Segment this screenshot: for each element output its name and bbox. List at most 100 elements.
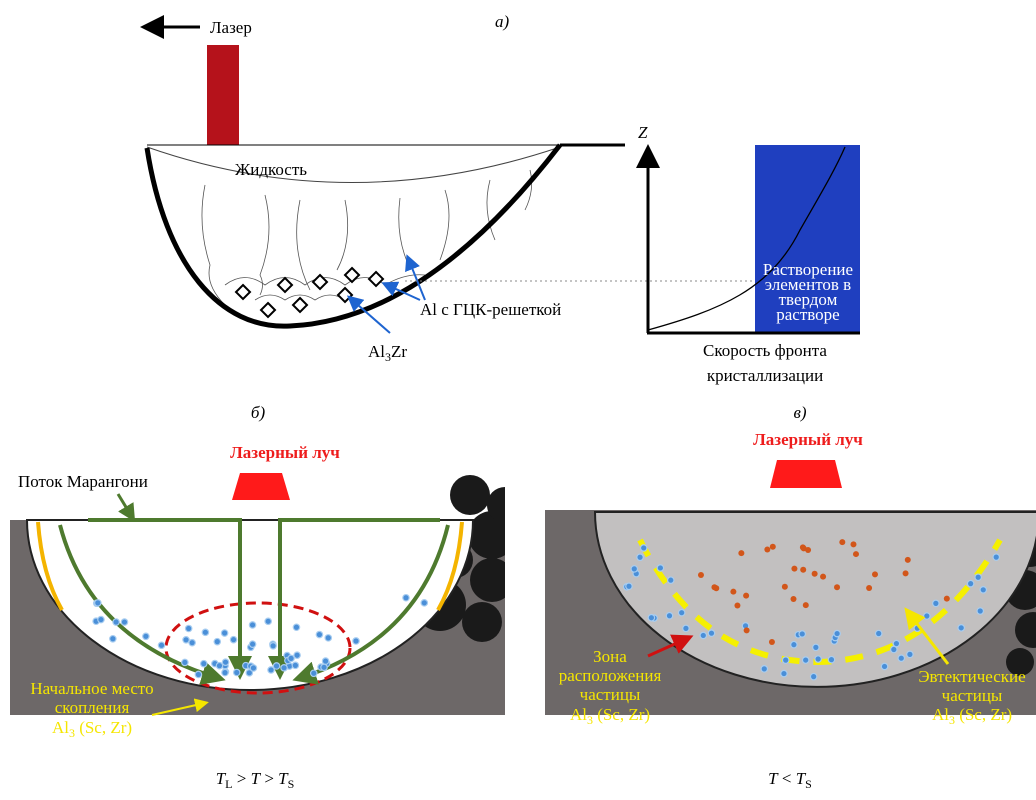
particle — [791, 641, 797, 647]
particle — [294, 652, 300, 658]
particle — [631, 566, 637, 572]
particle — [761, 666, 767, 672]
panel-label: в) — [793, 403, 806, 422]
eutectic-particle — [791, 566, 797, 572]
eutectic-particle — [866, 585, 872, 591]
particle — [813, 644, 819, 650]
particle — [881, 663, 887, 669]
powder-particle — [462, 602, 502, 642]
particle — [195, 671, 201, 677]
particle — [782, 657, 788, 663]
particle — [293, 624, 299, 630]
eutectic-particle — [769, 639, 775, 645]
eutectic-particle — [800, 567, 806, 573]
figure: Лазер а) Жидкость Al с ГЦК-решеткой Al3Z… — [0, 0, 1036, 800]
beam-label: Лазерный луч — [753, 430, 863, 449]
eutectic-particle — [698, 572, 704, 578]
formula-label: Al3 (Sc, Zr) — [52, 718, 132, 740]
particle — [222, 659, 228, 665]
particle — [316, 631, 322, 637]
panel-a: Лазер а) Жидкость Al с ГЦК-решеткой Al3Z… — [146, 12, 860, 385]
particle — [185, 625, 191, 631]
particle — [828, 656, 834, 662]
particle — [834, 630, 840, 636]
particle — [924, 613, 930, 619]
z-label: Z — [638, 123, 648, 142]
particle — [202, 629, 208, 635]
beam-label: Лазерный луч — [230, 443, 340, 462]
x-axis-label: Скорость фронтакристаллизации — [703, 341, 827, 385]
particle — [182, 659, 188, 665]
laser-label: Лазер — [210, 18, 252, 37]
fcc-al-label: Al с ГЦК-решеткой — [420, 300, 561, 319]
particle — [250, 665, 256, 671]
eutectic-particle — [744, 627, 750, 633]
particle — [891, 646, 897, 652]
pointer — [118, 494, 132, 517]
condition-label: TL > T > TS — [216, 769, 295, 791]
particle — [214, 638, 220, 644]
laser-beam — [207, 45, 239, 145]
particle — [265, 618, 271, 624]
particle — [907, 651, 913, 657]
eutectic-particle — [944, 596, 950, 602]
particle — [321, 664, 327, 670]
particle — [683, 625, 689, 631]
liquid-boundary — [147, 147, 560, 183]
particle — [249, 641, 255, 647]
dissolution-label: Растворениеэлементов втвердомрастворе — [763, 260, 853, 324]
particle — [700, 632, 706, 638]
particle — [270, 643, 276, 649]
condition-label: T < TS — [768, 769, 812, 791]
particle — [268, 667, 274, 673]
particle — [353, 638, 359, 644]
particle — [216, 662, 222, 668]
particle — [980, 587, 986, 593]
particle — [234, 669, 240, 675]
particle — [781, 670, 787, 676]
eutectic-particle — [782, 584, 788, 590]
grain-boundaries — [202, 170, 532, 305]
particle — [898, 655, 904, 661]
particle — [322, 658, 328, 664]
particle — [678, 609, 684, 615]
particle — [110, 636, 116, 642]
al3zr-label: Al3Zr — [368, 342, 407, 364]
particle — [183, 637, 189, 643]
liquid-label: Жидкость — [235, 160, 307, 179]
particle — [648, 615, 654, 621]
laser-head — [232, 473, 290, 500]
eutectic-particle — [713, 585, 719, 591]
particle — [802, 657, 808, 663]
particle — [288, 655, 294, 661]
particle — [249, 622, 255, 628]
eutectic-particle — [903, 570, 909, 576]
particle — [967, 580, 973, 586]
particle — [958, 625, 964, 631]
particle — [875, 630, 881, 636]
particle — [230, 636, 236, 642]
particle — [311, 670, 317, 676]
eutectic-particle — [803, 602, 809, 608]
eutectic-particle — [743, 593, 749, 599]
particle — [98, 616, 104, 622]
marangoni-label: Поток Марангони — [18, 472, 148, 491]
laser-head — [770, 460, 842, 488]
particle — [143, 633, 149, 639]
particle — [815, 656, 821, 662]
part-label: Изготовленная деталь — [176, 718, 335, 737]
particle — [222, 669, 228, 675]
part-label: Изготовленная деталь — [727, 715, 886, 734]
eutectic-particle — [853, 551, 859, 557]
particle — [292, 662, 298, 668]
particle — [657, 565, 663, 571]
eutectic-particle — [820, 574, 826, 580]
eutectic-particle — [872, 571, 878, 577]
particle — [421, 600, 427, 606]
panel-b: б) Лазерный луч Поток Марангони Начально… — [10, 403, 523, 791]
formula-label: Al3 (Sc, Zr) — [570, 705, 650, 727]
eutectic-particle — [790, 596, 796, 602]
eutectic-particle — [734, 602, 740, 608]
powder-particle — [450, 475, 490, 515]
particle — [221, 630, 227, 636]
